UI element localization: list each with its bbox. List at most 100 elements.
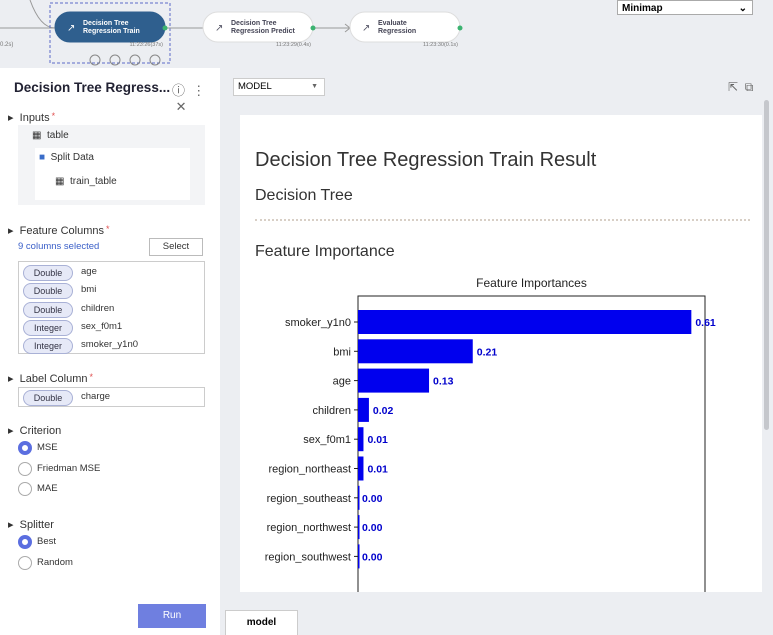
bar <box>358 368 430 393</box>
column-name: sex_f0m1 <box>81 320 123 332</box>
radio[interactable] <box>18 482 32 496</box>
node-time: 11:23:29(0.4s) <box>276 42 311 48</box>
value-label: 0.02 <box>373 405 394 417</box>
model-select[interactable]: MODEL ▼ <box>233 78 325 96</box>
chart: Feature Importances smoker_y1n0 0.61 bmi 0.2… <box>265 276 716 592</box>
section-header[interactable]: ▸ Label Column * <box>8 372 94 385</box>
radio-group: MSE Friedman MSE MAE <box>18 441 198 511</box>
y-tick-label: age <box>333 376 351 388</box>
type-pill: Double <box>23 283 73 300</box>
minimap-select[interactable]: Minimap ⌄ <box>617 0 753 15</box>
inputs-box: ▦ table ■ Split Data ▦ train_table <box>18 125 205 205</box>
source-box: ■ Split Data ▦ train_table <box>35 148 190 200</box>
radio[interactable] <box>18 555 32 570</box>
node-icon: ↗ <box>362 23 370 34</box>
value-label: 0.61 <box>695 317 716 329</box>
node-toolbar <box>89 54 161 66</box>
tree-thumbnail <box>255 219 750 223</box>
scrollbar[interactable] <box>764 100 769 430</box>
y-tick-label: children <box>312 405 351 417</box>
run-button[interactable]: Run <box>138 604 206 628</box>
node-time: 11:23:30(0.1s) <box>423 42 458 48</box>
radio-label: Random <box>37 556 73 568</box>
bar <box>358 456 364 481</box>
section-header[interactable]: ▸ Feature Columns * <box>8 224 110 237</box>
radio-label: Friedman MSE <box>37 462 101 474</box>
section-label: Feature Columns <box>19 225 105 237</box>
section-header[interactable]: ▸ Inputs * <box>8 111 56 124</box>
value-label: 0.00 <box>362 551 383 563</box>
radio[interactable] <box>18 461 32 476</box>
input-table: ▦ table <box>32 130 69 141</box>
value-label: 0.13 <box>433 376 454 388</box>
radio-label: MAE <box>37 483 58 494</box>
column-name: charge <box>81 391 111 402</box>
importance-heading: Feature Importance <box>255 243 395 260</box>
y-tick-label: region_southwest <box>265 551 351 563</box>
node-label: Regression Predict <box>231 28 295 35</box>
radio-selected[interactable] <box>18 441 32 455</box>
tab[interactable]: model <box>225 610 298 635</box>
section-header[interactable]: ▸ Splitter <box>8 519 54 531</box>
value-label: 0.00 <box>362 493 383 505</box>
node-label: Decision Tree <box>231 20 277 27</box>
node-time: 0.2s) <box>0 42 13 48</box>
plot-frame <box>357 295 706 592</box>
bar <box>358 397 369 422</box>
bar <box>358 544 360 569</box>
column-name: children <box>81 302 115 314</box>
source-label: Split Data <box>50 152 94 163</box>
panel-title: Decision Tree Regress... <box>14 80 171 95</box>
panel-icons[interactable]: ⓘ ⋮ ✕ <box>172 83 206 114</box>
port <box>457 25 463 31</box>
required: * <box>89 372 94 382</box>
source-table: ▦ train_table <box>55 176 117 187</box>
label-column-box[interactable]: Double charge <box>18 387 205 407</box>
required: * <box>51 111 56 121</box>
column-list: Double age Double bmi Double children Integer s… <box>18 261 205 355</box>
node-label: Regression Train <box>83 28 140 35</box>
y-tick-label: region_northeast <box>268 464 351 476</box>
section-label: Inputs <box>19 112 50 124</box>
type-pill: Integer <box>23 319 73 336</box>
y-tick-label: sex_f0m1 <box>303 434 351 446</box>
type-pill: Double <box>23 390 73 406</box>
select-button[interactable]: Select <box>149 238 203 256</box>
value-label: 0.21 <box>477 346 498 358</box>
node-label: Decision Tree <box>83 20 129 27</box>
window-icons[interactable]: ⇱ ⧉ <box>728 80 754 94</box>
value-label: 0.01 <box>367 434 388 446</box>
node-label: Evaluate <box>378 20 407 27</box>
bar <box>358 310 692 334</box>
source-table-label: train_table <box>70 176 117 187</box>
section-header[interactable]: ▸ Criterion <box>8 425 62 437</box>
radio-label: MSE <box>37 442 58 453</box>
type-pill: Double <box>23 265 73 281</box>
y-tick-label: region_southeast <box>267 493 351 505</box>
source-node: ■ Split Data <box>39 152 94 163</box>
section-label: Label Column <box>19 373 88 385</box>
minimap-label: Minimap <box>622 3 663 14</box>
radio-selected[interactable] <box>18 535 32 549</box>
node-label: Regression <box>378 28 416 35</box>
bar <box>358 485 360 510</box>
section-label: Criterion <box>19 425 62 437</box>
y-tick-label: region_northwest <box>267 522 351 534</box>
node-icon: ↗ <box>215 23 223 34</box>
table-label: table <box>47 130 69 141</box>
value-label: 0.01 <box>367 464 388 476</box>
bar <box>358 515 360 540</box>
node-time: 11:23:26(37s) <box>129 42 163 48</box>
port <box>310 25 316 31</box>
result-title: Decision Tree Regression Train Result <box>255 149 597 171</box>
y-tick-label: bmi <box>333 346 351 358</box>
column-name: bmi <box>81 284 97 296</box>
port <box>162 25 168 31</box>
bar <box>358 339 473 364</box>
chart-title: Feature Importances <box>476 276 587 290</box>
selection-box <box>49 2 171 64</box>
section-label: Splitter <box>19 519 54 531</box>
radio-label: Best <box>37 536 57 547</box>
